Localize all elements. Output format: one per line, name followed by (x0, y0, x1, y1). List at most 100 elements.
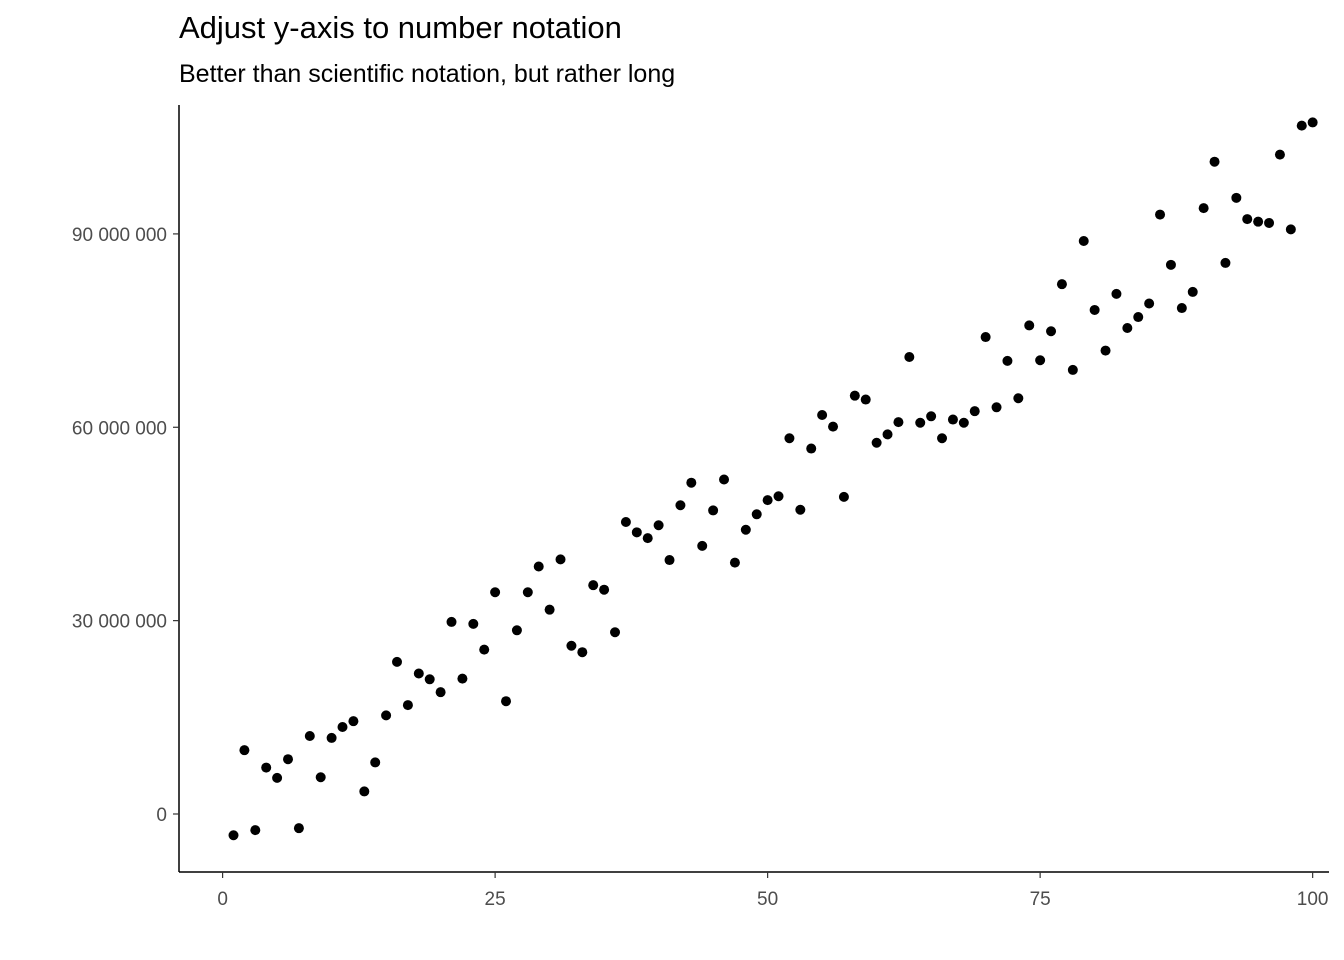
data-point (1176, 303, 1187, 314)
data-point (293, 823, 304, 834)
data-point (675, 500, 686, 511)
data-point (969, 406, 980, 417)
data-point (392, 656, 403, 667)
data-point (599, 584, 610, 595)
data-point (381, 710, 392, 721)
data-point (893, 417, 904, 428)
x-tick-label: 100 (1297, 889, 1329, 910)
data-point (849, 390, 860, 401)
data-point (468, 618, 479, 629)
data-point (1144, 298, 1155, 309)
data-point (773, 491, 784, 502)
data-point (566, 640, 577, 651)
data-point (1242, 214, 1253, 225)
data-point (653, 520, 664, 531)
data-point (1067, 364, 1078, 375)
data-point (620, 517, 631, 528)
data-point (751, 509, 762, 520)
y-tick-label: 30 000 000 (72, 612, 167, 633)
data-point (784, 433, 795, 444)
data-point (1078, 235, 1089, 246)
data-point (228, 830, 239, 841)
data-point (424, 674, 435, 685)
y-tick-label: 90 000 000 (72, 225, 167, 246)
data-point (1046, 326, 1057, 337)
data-point (1111, 288, 1122, 299)
data-point (838, 491, 849, 502)
data-point (1198, 203, 1209, 214)
data-point (1231, 192, 1242, 203)
data-point (326, 732, 337, 743)
data-point (708, 505, 719, 516)
data-point (501, 696, 512, 707)
data-point (958, 417, 969, 428)
data-point (359, 786, 370, 797)
data-point (522, 587, 533, 598)
data-point (642, 533, 653, 544)
data-point (544, 604, 555, 615)
data-point (882, 429, 893, 440)
data-point (250, 825, 261, 836)
data-point (937, 433, 948, 444)
chart-title: Adjust y-axis to number notation (179, 10, 622, 45)
data-point (1002, 355, 1013, 366)
data-point (740, 524, 751, 535)
data-point (1165, 259, 1176, 270)
data-point (1035, 355, 1046, 366)
data-point (272, 772, 283, 783)
data-point (457, 673, 468, 684)
data-point (729, 557, 740, 568)
data-point (871, 437, 882, 448)
data-point (1133, 312, 1144, 323)
data-point (1013, 393, 1024, 404)
data-point (719, 474, 730, 485)
data-point (991, 402, 1002, 413)
data-point (828, 421, 839, 432)
data-point (1264, 217, 1275, 228)
data-point (697, 540, 708, 551)
data-point (1056, 279, 1067, 290)
data-point (446, 616, 457, 627)
y-tick-label: 0 (156, 805, 167, 826)
data-point (1122, 323, 1133, 334)
data-point (1024, 320, 1035, 331)
data-point (686, 477, 697, 488)
data-point (555, 554, 566, 565)
data-point (479, 644, 490, 655)
data-point (1187, 286, 1198, 297)
x-tick-label: 50 (757, 889, 778, 910)
data-point (1253, 216, 1264, 227)
data-point (315, 772, 326, 783)
data-point (413, 668, 424, 679)
data-point (304, 731, 315, 742)
data-point (610, 627, 621, 638)
data-point (980, 332, 991, 343)
data-point (1155, 209, 1166, 220)
data-point (926, 411, 937, 422)
data-point (435, 687, 446, 698)
data-point (370, 757, 381, 768)
data-point (533, 561, 544, 572)
data-point (817, 410, 828, 421)
data-point (511, 625, 522, 636)
chart-subtitle: Better than scientific notation, but rat… (179, 60, 676, 88)
data-point (1296, 120, 1307, 131)
x-tick-label: 0 (217, 889, 228, 910)
data-point (239, 745, 250, 756)
data-point (1307, 117, 1318, 128)
data-point (261, 762, 272, 773)
data-point (490, 587, 501, 598)
y-axis-ticks: 0 30 000 000 60 000 000 90 000 000 (72, 225, 179, 826)
data-point (1220, 257, 1231, 268)
data-point (577, 647, 588, 658)
data-point (664, 555, 675, 566)
data-point (904, 352, 915, 363)
data-point (1209, 156, 1220, 167)
x-axis-ticks: 0 25 50 75 100 (217, 872, 1329, 910)
data-point (947, 414, 958, 425)
x-tick-label: 25 (485, 889, 506, 910)
data-point (762, 495, 773, 506)
data-point (1285, 224, 1296, 235)
